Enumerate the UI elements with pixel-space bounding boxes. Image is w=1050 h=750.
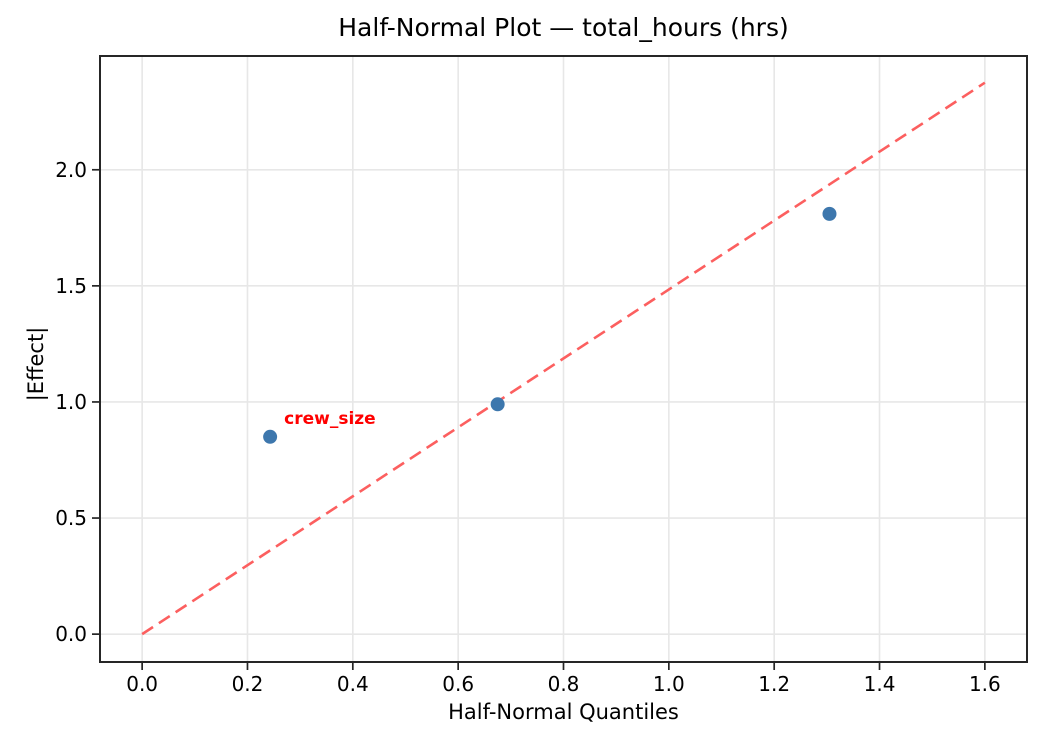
data-point-1	[490, 397, 505, 412]
x-tick-label: 1.0	[653, 672, 685, 696]
data-point-0	[263, 429, 278, 444]
x-tick-label: 1.2	[758, 672, 790, 696]
x-tick-label: 1.6	[969, 672, 1001, 696]
y-tick-label: 2.0	[55, 158, 87, 182]
x-tick-label: 0.2	[232, 672, 264, 696]
y-tick-label: 1.0	[55, 390, 87, 414]
x-tick-label: 0.0	[126, 672, 158, 696]
x-tick-label: 1.4	[864, 672, 896, 696]
y-tick-label: 1.5	[55, 274, 87, 298]
y-tick-label: 0.0	[55, 622, 87, 646]
reference-line	[141, 81, 986, 636]
x-tick-label: 0.4	[337, 672, 369, 696]
chart-title: Half-Normal Plot — total_hours (hrs)	[338, 13, 789, 42]
data-point-2	[822, 206, 837, 221]
y-axis-label: |Effect|	[24, 326, 48, 402]
point-annotation: crew_size	[284, 409, 376, 429]
x-tick-label: 0.8	[548, 672, 580, 696]
y-tick-label: 0.5	[55, 506, 87, 530]
x-axis-label: Half-Normal Quantiles	[448, 700, 679, 724]
x-tick-label: 0.6	[442, 672, 474, 696]
